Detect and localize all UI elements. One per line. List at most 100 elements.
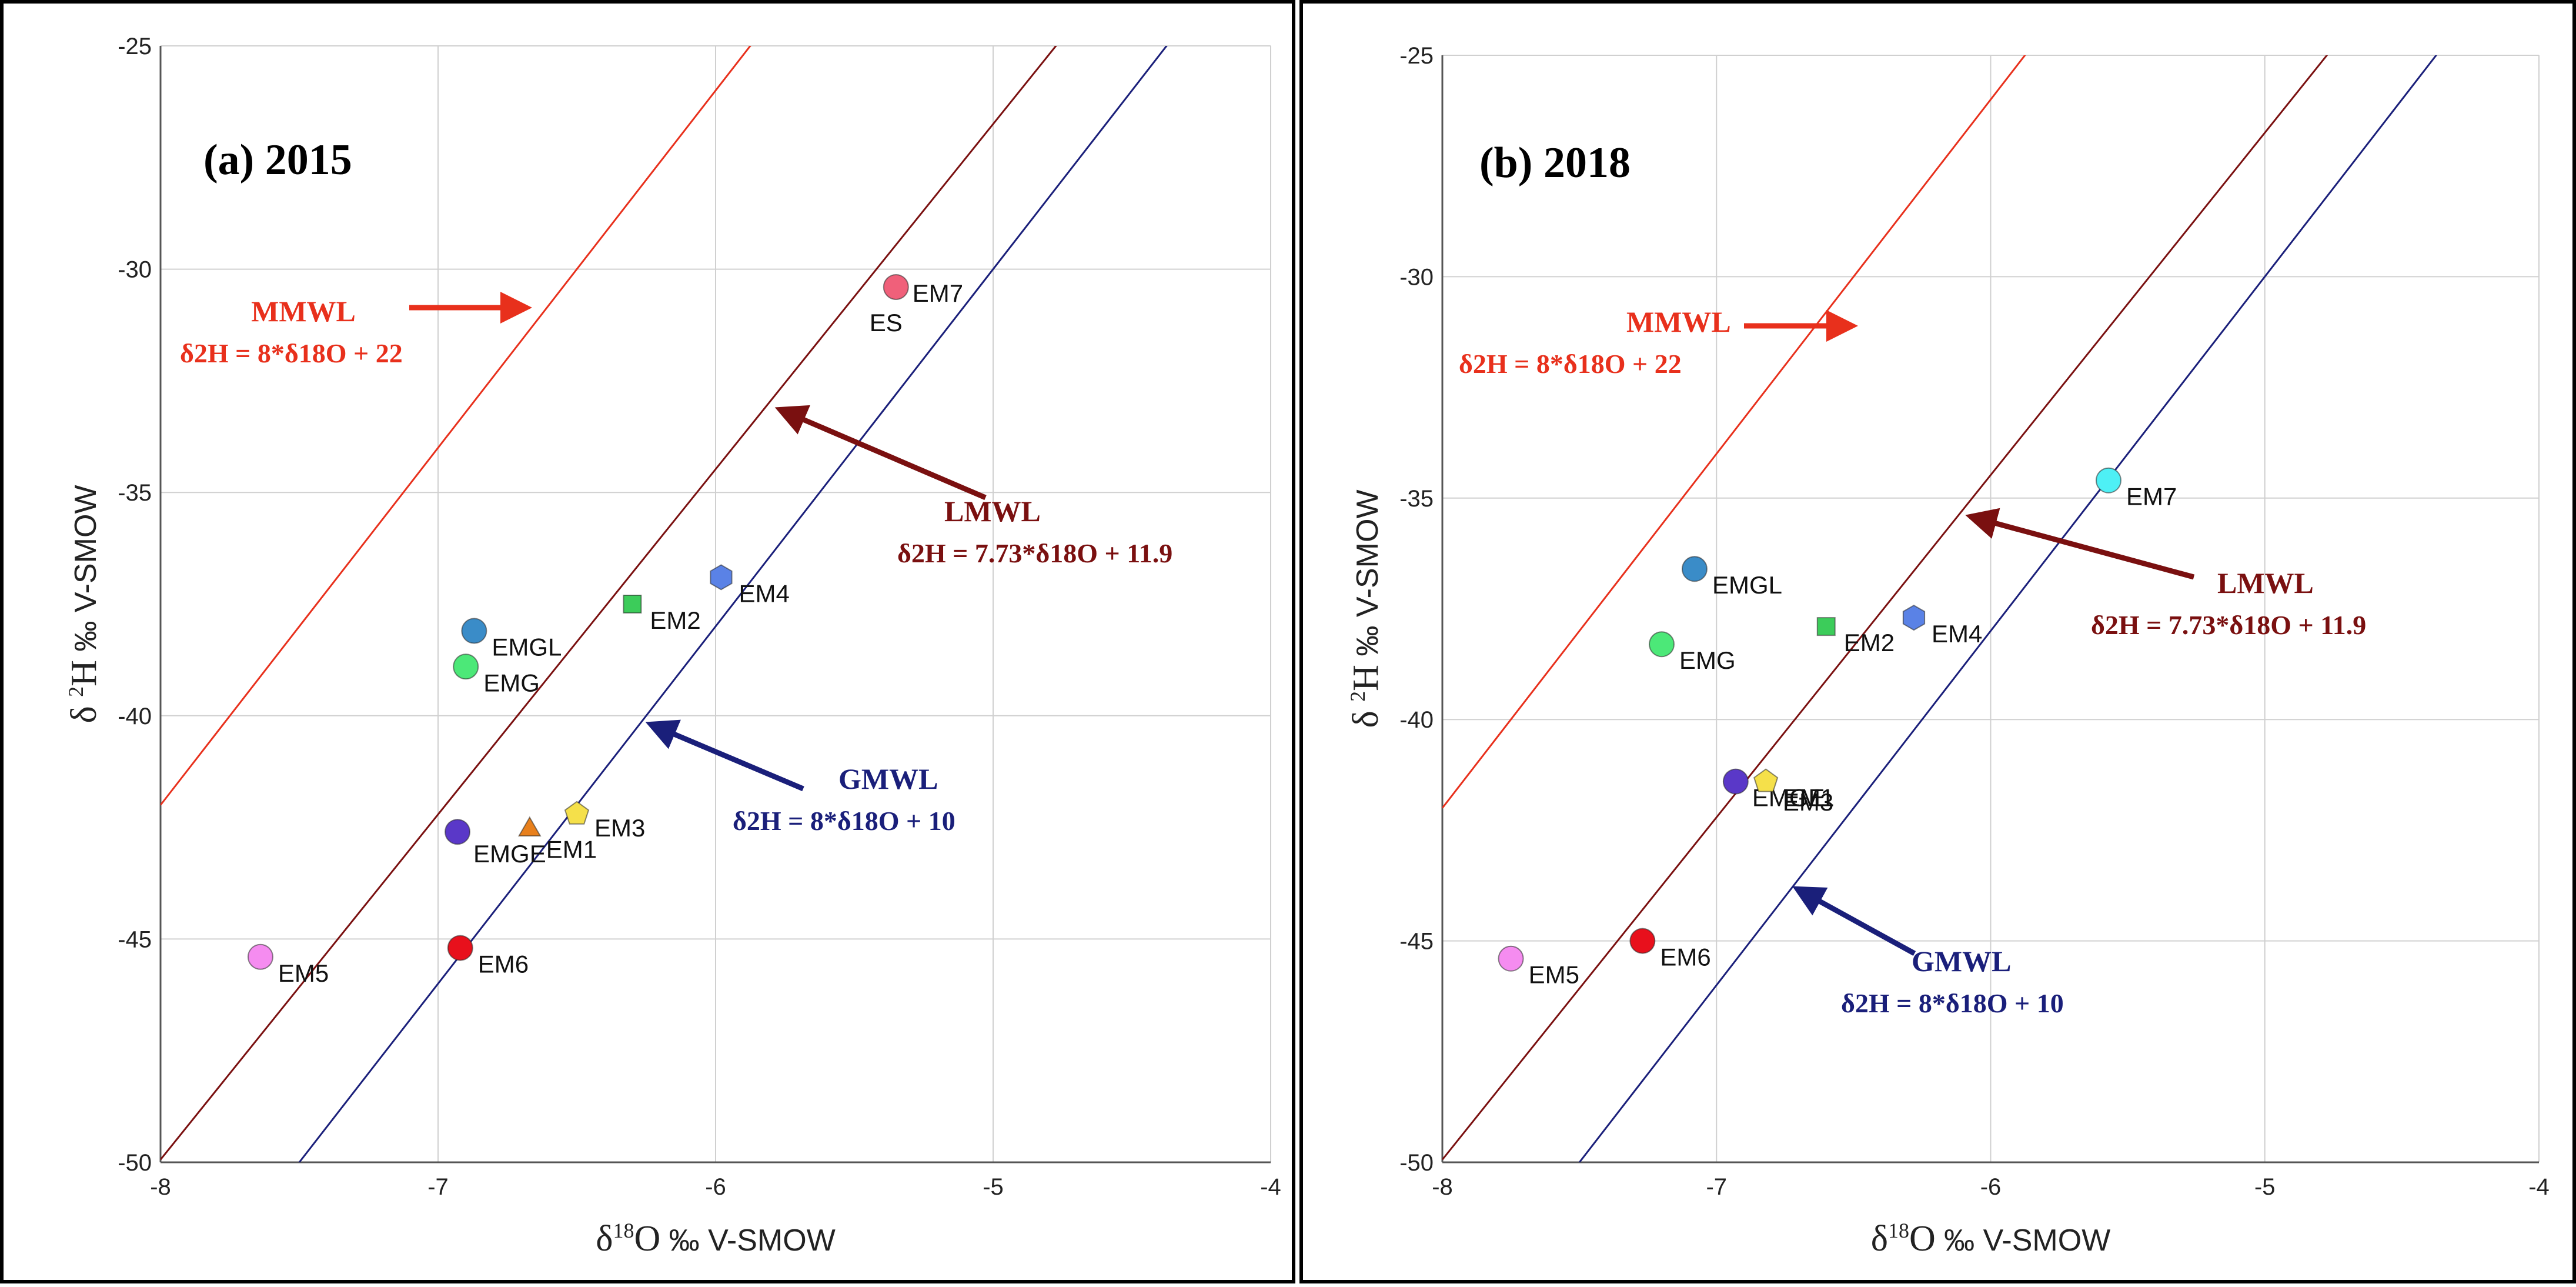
point-em5 — [1498, 945, 1524, 972]
x-axis-label-part: O — [634, 1219, 660, 1259]
point-em2 — [623, 595, 642, 614]
point-em7 — [2095, 467, 2121, 494]
x-axis-label-part: δ — [1871, 1219, 1888, 1259]
y-axis-label-part: 2 — [1346, 691, 1369, 702]
lmwl-arrow — [1965, 508, 2195, 580]
gmwl-line — [298, 46, 1168, 1162]
point-emg — [453, 653, 479, 680]
gmwl-line — [1578, 55, 2438, 1162]
y-tick-label: -45 — [1399, 929, 1434, 955]
y-tick-label: -35 — [1399, 486, 1434, 512]
y-axis-label: δ 2H ‰ V-SMOW — [1346, 489, 1386, 728]
point-em3 — [564, 801, 590, 825]
point-label-emg: EMG — [483, 669, 540, 696]
y-tick-label: -40 — [1399, 707, 1434, 733]
point-label-em5: EM5 — [1529, 961, 1579, 989]
x-tick-label: -5 — [983, 1174, 1004, 1200]
point-label-em6: EM6 — [1660, 943, 1710, 971]
mmwl-line — [161, 46, 751, 806]
panel-title: (a) 2015 — [203, 136, 352, 184]
gmwl-name-label: GMWL — [1912, 945, 2011, 978]
point-em6 — [1629, 928, 1656, 954]
lmwl-equation-label: δ2H = 7.73*δ18O + 11.9 — [897, 538, 1172, 568]
point-emgl — [461, 618, 487, 644]
y-tick-label: -45 — [118, 926, 152, 952]
point-label-em6: EM6 — [478, 951, 529, 978]
y-axis-label-part: H — [1346, 665, 1386, 691]
y-axis-label-part: δ — [64, 697, 104, 723]
gmwl-arrow — [1792, 886, 1916, 956]
y-axis-label-part: ‰ V-SMOW — [69, 485, 103, 660]
point-label-em1: EM1 — [546, 836, 597, 863]
point-label-em2: EM2 — [650, 606, 700, 634]
panel-title: (b) 2018 — [1479, 139, 1631, 187]
y-tick-label: -30 — [1399, 264, 1434, 290]
x-axis-label-part: ‰ V-SMOW — [1936, 1223, 2111, 1258]
point-label-em1: EM1 — [1783, 784, 1834, 812]
gmwl-arrow — [645, 719, 804, 792]
point-label-em3: EM3 — [594, 814, 645, 842]
y-axis-label-part: δ — [1346, 702, 1386, 728]
point-em1 — [1753, 768, 1779, 792]
x-axis-label-part: O — [1909, 1219, 1936, 1259]
water-lines — [1442, 55, 2438, 1162]
lmwl-line — [1442, 55, 2328, 1161]
point-em4 — [710, 564, 733, 591]
x-axis-label: δ18O ‰ V-SMOW — [596, 1219, 836, 1259]
point-emge — [1722, 768, 1749, 795]
point-emgl — [1681, 556, 1708, 582]
lmwl-equation-label: δ2H = 7.73*δ18O + 11.9 — [2091, 610, 2366, 640]
water-lines — [161, 46, 1168, 1162]
x-tick-label: -4 — [1260, 1174, 1281, 1200]
x-axis-label-part: 18 — [1888, 1219, 1909, 1242]
mmwl-name-label: MMWL — [251, 295, 356, 328]
point-label-es: ES — [870, 309, 903, 336]
y-tick-label: -25 — [118, 34, 152, 59]
x-tick-label: -5 — [2254, 1174, 2276, 1200]
x-axis-label-part: 18 — [613, 1219, 634, 1242]
x-tick-label: -7 — [427, 1174, 449, 1200]
y-tick-label: -50 — [1399, 1150, 1434, 1176]
y-tick-label: -35 — [118, 480, 152, 506]
lmwl-arrow — [774, 405, 987, 501]
gmwl-name-label: GMWL — [838, 762, 938, 795]
x-tick-label: -8 — [150, 1174, 171, 1200]
chart-panel-2015: -8 -7 -6 -5 -4 -50 -45 -40 -35 -30 -25 δ18O ‰ V-SMO… — [0, 0, 1295, 1283]
x-tick-label: -6 — [1980, 1174, 2002, 1200]
lmwl-name-label: LMWL — [2217, 566, 2314, 599]
point-em6 — [447, 935, 473, 961]
y-tick-label: -50 — [118, 1150, 152, 1176]
lmwl-line — [161, 46, 1057, 1161]
x-tick-label: -4 — [2528, 1174, 2550, 1200]
y-axis-label: δ 2H ‰ V-SMOW — [64, 485, 104, 723]
point-label-emgl: EMGL — [1712, 571, 1782, 599]
x-axis-label: δ18O ‰ V-SMOW — [1871, 1219, 2111, 1259]
x-axis-label-part: δ — [596, 1219, 613, 1259]
point-label-em3: EM3 — [1783, 788, 1833, 816]
y-tick-label: -40 — [118, 703, 152, 729]
mmwl-name-label: MMWL — [1626, 305, 1731, 338]
point-label-emgl: EMGL — [492, 634, 562, 661]
point-label-em2: EM2 — [1844, 629, 1895, 656]
mmwl-equation-label: δ2H = 8*δ18O + 22 — [1459, 349, 1682, 379]
point-em4 — [1902, 604, 1926, 631]
point-em1 — [517, 816, 542, 837]
point-em7 — [883, 274, 909, 300]
x-tick-label: -8 — [1432, 1174, 1453, 1200]
y-axis-label-part: 2 — [64, 686, 88, 697]
lmwl-name-label: LMWL — [944, 495, 1041, 528]
y-tick-label: -30 — [118, 257, 152, 283]
mmwl-line — [1442, 55, 2026, 809]
mmwl-equation-label: δ2H = 8*δ18O + 22 — [180, 338, 403, 368]
y-tick-label: -25 — [1399, 43, 1434, 69]
point-label-em5: EM5 — [278, 959, 329, 987]
point-emg — [1649, 631, 1675, 658]
chart-panel-2018: -8 -7 -6 -5 -4 -50 -45 -40 -35 -30 -25 δ18O ‰ V-SMO… — [1299, 0, 2576, 1283]
point-emge — [445, 819, 471, 845]
y-axis-label-part: ‰ V-SMOW — [1351, 489, 1385, 665]
x-axis-label-part: ‰ V-SMOW — [660, 1223, 836, 1258]
gmwl-equation-label: δ2H = 8*δ18O + 10 — [733, 806, 955, 836]
y-axis-label-part: H — [64, 660, 104, 686]
